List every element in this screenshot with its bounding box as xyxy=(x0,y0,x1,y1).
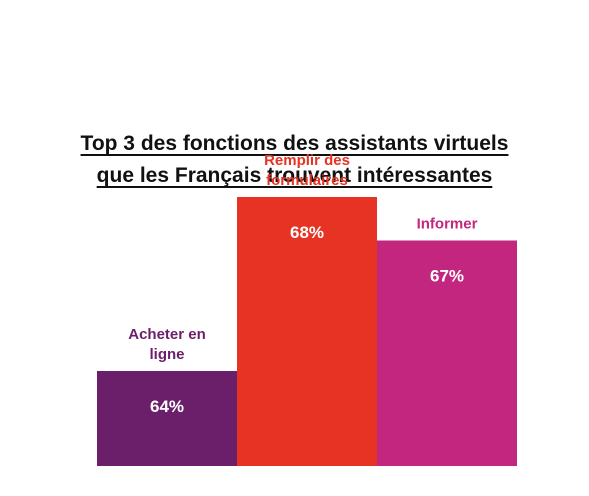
chart-title-line-1: Top 3 des fonctions des assistants virtu… xyxy=(80,132,509,155)
bar-1 xyxy=(97,371,237,466)
category-label-3-line-1: Informer xyxy=(417,216,478,233)
category-label-2-line-2: formulaires xyxy=(266,172,348,189)
category-label-2-line-1: Remplir des xyxy=(264,152,350,169)
value-label-2: 68% xyxy=(290,223,324,242)
chart-title: Top 3 des fonctions des assistants virtu… xyxy=(0,128,589,192)
chart-title-line-2: que les Français trouvent intéressantes xyxy=(96,164,493,187)
value-label-1: 64% xyxy=(150,397,184,416)
category-label-1-line-2: ligne xyxy=(149,346,184,363)
category-label-1-line-1: Acheter en xyxy=(128,326,206,343)
bar-3 xyxy=(377,240,517,466)
value-label-3: 67% xyxy=(430,267,464,286)
bar-2 xyxy=(237,197,377,466)
